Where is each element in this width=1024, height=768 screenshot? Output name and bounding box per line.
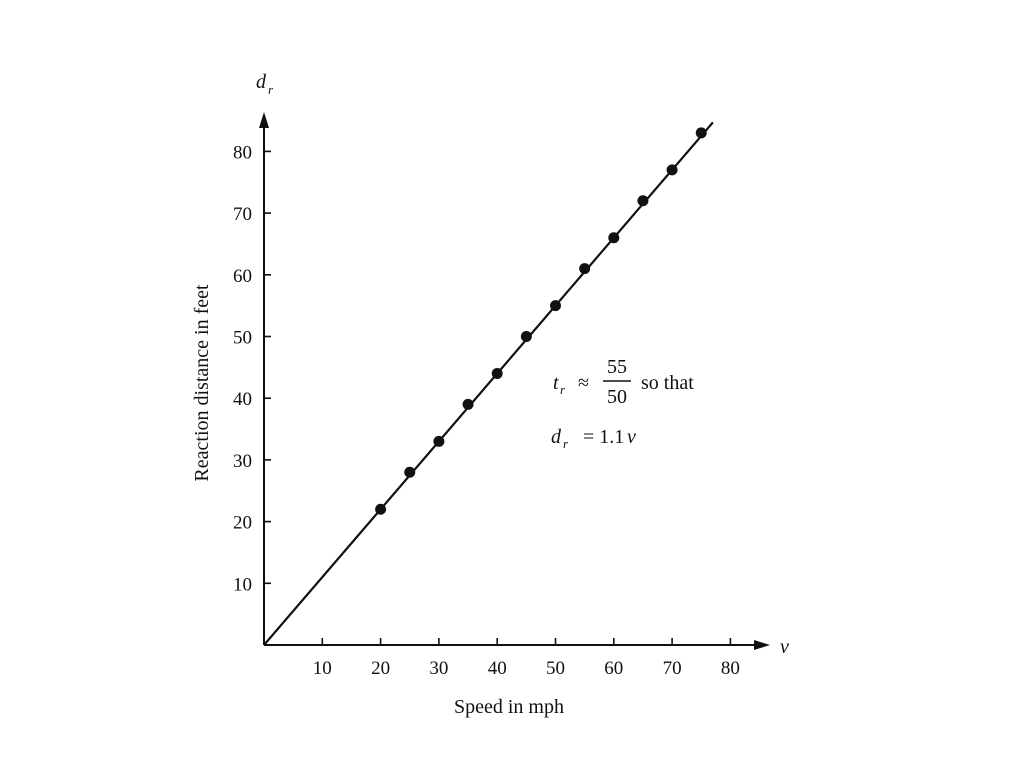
- y-axis-label: Reaction distance in feet: [191, 284, 213, 482]
- y-tick-label: 60: [233, 266, 252, 287]
- y-axis-symbol: d: [256, 71, 267, 93]
- formula-numerator: 55: [607, 356, 627, 378]
- y-axis-arrow: [259, 112, 269, 128]
- x-tick-label: 50: [546, 658, 565, 679]
- y-tick-label: 70: [233, 204, 252, 225]
- x-tick-label: 60: [604, 658, 623, 679]
- x-tick-label: 80: [721, 658, 740, 679]
- data-points: [375, 127, 707, 515]
- data-point: [608, 232, 620, 244]
- x-axis-arrow: [754, 640, 770, 650]
- data-point: [404, 466, 416, 478]
- data-point: [520, 331, 532, 342]
- x-tick-label: 20: [371, 658, 390, 679]
- data-point: [375, 503, 387, 515]
- formula-t: t: [553, 372, 559, 394]
- x-axis-symbol: v: [780, 636, 789, 658]
- data-point: [462, 398, 474, 410]
- y-tick-label: 30: [233, 451, 252, 472]
- y-tick-label: 40: [233, 389, 252, 410]
- y-axis-symbol-subscript: r: [268, 82, 274, 97]
- formula-d-subscript: r: [563, 436, 569, 451]
- y-ticks: 10 20 30 40 50 60 70 80: [233, 142, 271, 595]
- data-point: [550, 300, 561, 312]
- x-tick-label: 40: [488, 658, 507, 679]
- formula-equation-var: v: [627, 426, 636, 448]
- data-point: [579, 263, 591, 275]
- fit-line: [263, 121, 714, 646]
- data-point: [695, 127, 707, 139]
- formula-t-subscript: r: [560, 382, 566, 397]
- y-tick-label: 20: [233, 513, 252, 534]
- data-point: [491, 368, 503, 380]
- x-tick-label: 10: [313, 658, 332, 679]
- formula-approx: ≈: [578, 372, 589, 394]
- y-tick-label: 10: [233, 574, 252, 595]
- y-tick-label: 80: [233, 142, 252, 163]
- y-tick-label: 50: [233, 328, 252, 349]
- formula-annotation: t r ≈ 55 50 so that d r = 1.1 v: [551, 356, 694, 451]
- x-ticks: 10 20 30 40 50 60 70 80: [313, 638, 740, 679]
- formula-denominator: 50: [607, 386, 627, 408]
- data-point: [666, 164, 678, 176]
- axes: [259, 112, 770, 650]
- data-point: [637, 195, 649, 207]
- x-tick-label: 70: [663, 658, 682, 679]
- formula-so-that: so that: [641, 372, 694, 394]
- x-tick-label: 30: [429, 658, 448, 679]
- x-axis-label: Speed in mph: [454, 696, 564, 718]
- formula-equation: = 1.1: [583, 426, 624, 448]
- formula-d: d: [551, 426, 562, 448]
- data-point: [433, 435, 445, 447]
